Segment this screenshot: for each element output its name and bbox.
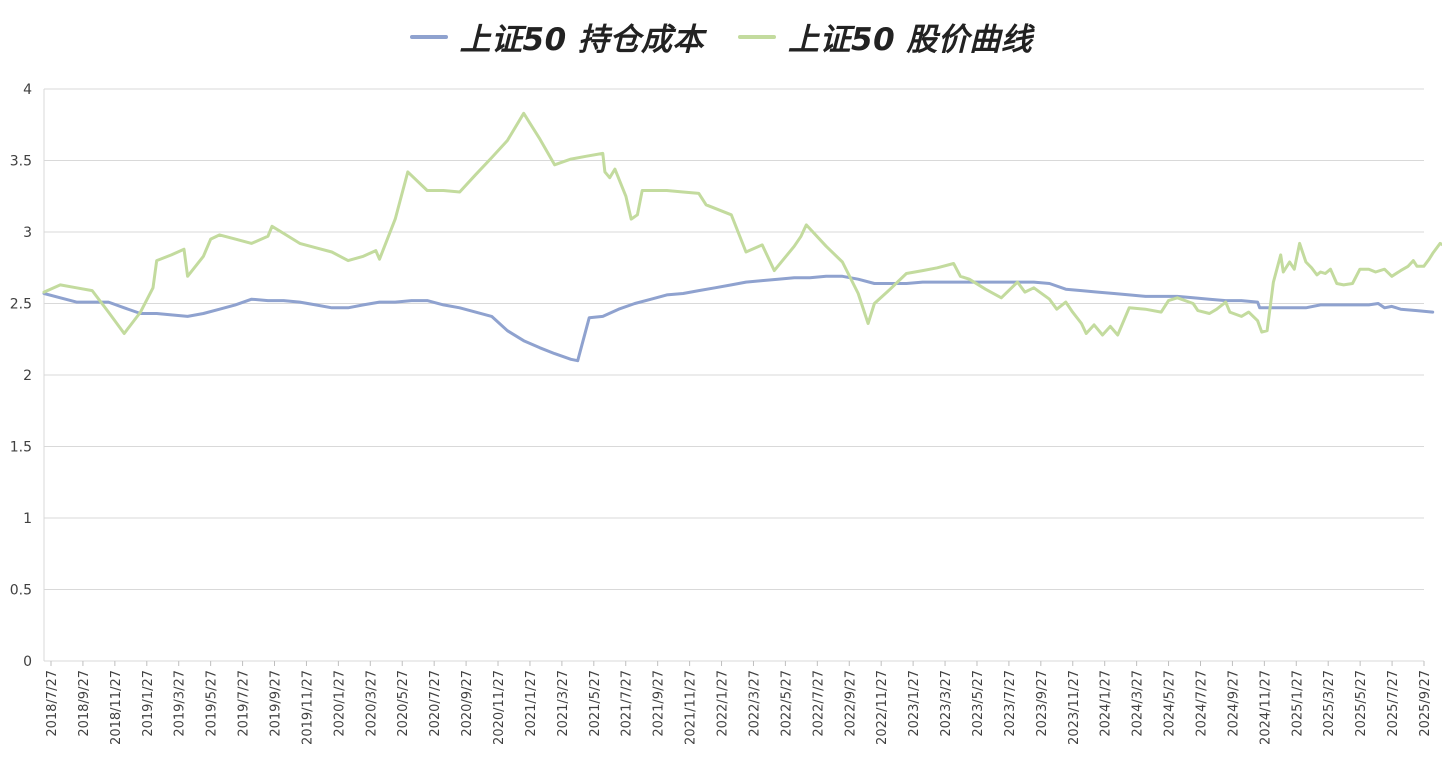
- legend-item-cost: 上证50 持仓成本: [409, 14, 704, 59]
- x-tick-label: 2019/3/27: [173, 670, 188, 737]
- x-tick-label: 2024/3/27: [1131, 670, 1146, 737]
- x-tick-label: 2021/3/27: [556, 670, 571, 737]
- x-tick-label: 2019/9/27: [269, 670, 284, 737]
- x-tick-label: 2024/7/27: [1194, 670, 1209, 737]
- y-tick-label: 3: [23, 225, 32, 241]
- x-tick-label: 2020/5/27: [396, 670, 411, 737]
- x-tick-label: 2025/1/27: [1290, 670, 1305, 737]
- y-tick-label: 2: [23, 368, 32, 384]
- x-tick-label: 2019/7/27: [237, 670, 252, 737]
- y-tick-label: 1.5: [10, 440, 32, 456]
- y-tick-label: 0.5: [10, 583, 32, 599]
- x-tick-label: 2020/11/27: [492, 670, 507, 745]
- x-tick-label: 2020/1/27: [332, 670, 347, 737]
- x-tick-label: 2024/1/27: [1099, 670, 1114, 737]
- x-tick-label: 2025/9/27: [1418, 670, 1433, 737]
- x-tick-label: 2020/3/27: [364, 670, 379, 737]
- x-tick-label: 2022/7/27: [811, 670, 826, 737]
- x-tick-label: 2020/7/27: [428, 670, 443, 737]
- x-tick-label: 2023/11/27: [1067, 670, 1082, 745]
- x-tick-label: 2019/1/27: [141, 670, 156, 737]
- x-tick-label: 2022/9/27: [843, 670, 858, 737]
- gridlines: [44, 88, 1424, 662]
- legend-label-price: 上证50 股价曲线: [788, 22, 1033, 58]
- x-tick-label: 2022/3/27: [747, 670, 762, 737]
- x-tick-label: 2021/9/27: [652, 670, 667, 737]
- x-tick-label: 2020/9/27: [460, 670, 475, 737]
- x-tick-label: 2021/5/27: [588, 670, 603, 737]
- series-line-cost: [42, 274, 1435, 363]
- x-tick-label: 2021/7/27: [620, 670, 635, 737]
- x-tick-label: 2019/11/27: [300, 670, 315, 745]
- x-tick-label: 2023/3/27: [939, 670, 954, 737]
- legend-label-cost: 上证50 持仓成本: [459, 22, 704, 58]
- x-tick-label: 2025/3/27: [1322, 670, 1337, 737]
- y-tick-label: 0: [23, 654, 32, 670]
- x-tick-label: 2023/9/27: [1035, 670, 1050, 737]
- series-lines: [42, 111, 1442, 363]
- series-line-price: [42, 111, 1442, 337]
- axes: 0 0.5 1 1.5 2 2.5 3 3.5 4 2018/7/27 2018/9/27 2018/…: [10, 82, 1433, 745]
- x-tick-label: 2018/9/27: [77, 670, 92, 737]
- x-tick-label: 2024/9/27: [1226, 670, 1241, 737]
- legend: 上证50 持仓成本 上证50 股价曲线: [0, 14, 1442, 59]
- x-tick-label: 2022/5/27: [779, 670, 794, 737]
- legend-item-price: 上证50 股价曲线: [738, 14, 1032, 59]
- x-tick-label: 2019/5/27: [205, 670, 220, 737]
- x-tick-label: 2025/5/27: [1354, 670, 1369, 737]
- y-tick-label: 4: [23, 82, 32, 98]
- x-tick-label: 2021/1/27: [524, 670, 539, 737]
- x-tick-label: 2025/7/27: [1386, 670, 1401, 737]
- x-tick-label: 2024/11/27: [1258, 670, 1273, 745]
- legend-swatch-cost: [409, 34, 448, 39]
- x-tick-label: 2018/7/27: [45, 670, 60, 737]
- y-tick-label: 2.5: [10, 297, 32, 313]
- x-tick-label: 2023/1/27: [907, 670, 922, 737]
- x-tick-label: 2023/5/27: [971, 670, 986, 737]
- x-tick-label: 2018/11/27: [109, 670, 124, 745]
- x-tick-label: 2023/7/27: [1003, 670, 1018, 737]
- y-tick-label: 3.5: [10, 154, 32, 170]
- x-tick-label: 2021/11/27: [684, 670, 699, 745]
- legend-swatch-price: [738, 34, 776, 39]
- x-tick-label: 2022/1/27: [716, 670, 731, 737]
- x-tick-label: 2024/5/27: [1163, 670, 1178, 737]
- x-tick-label: 2022/11/27: [875, 670, 890, 745]
- y-tick-label: 1: [23, 511, 32, 527]
